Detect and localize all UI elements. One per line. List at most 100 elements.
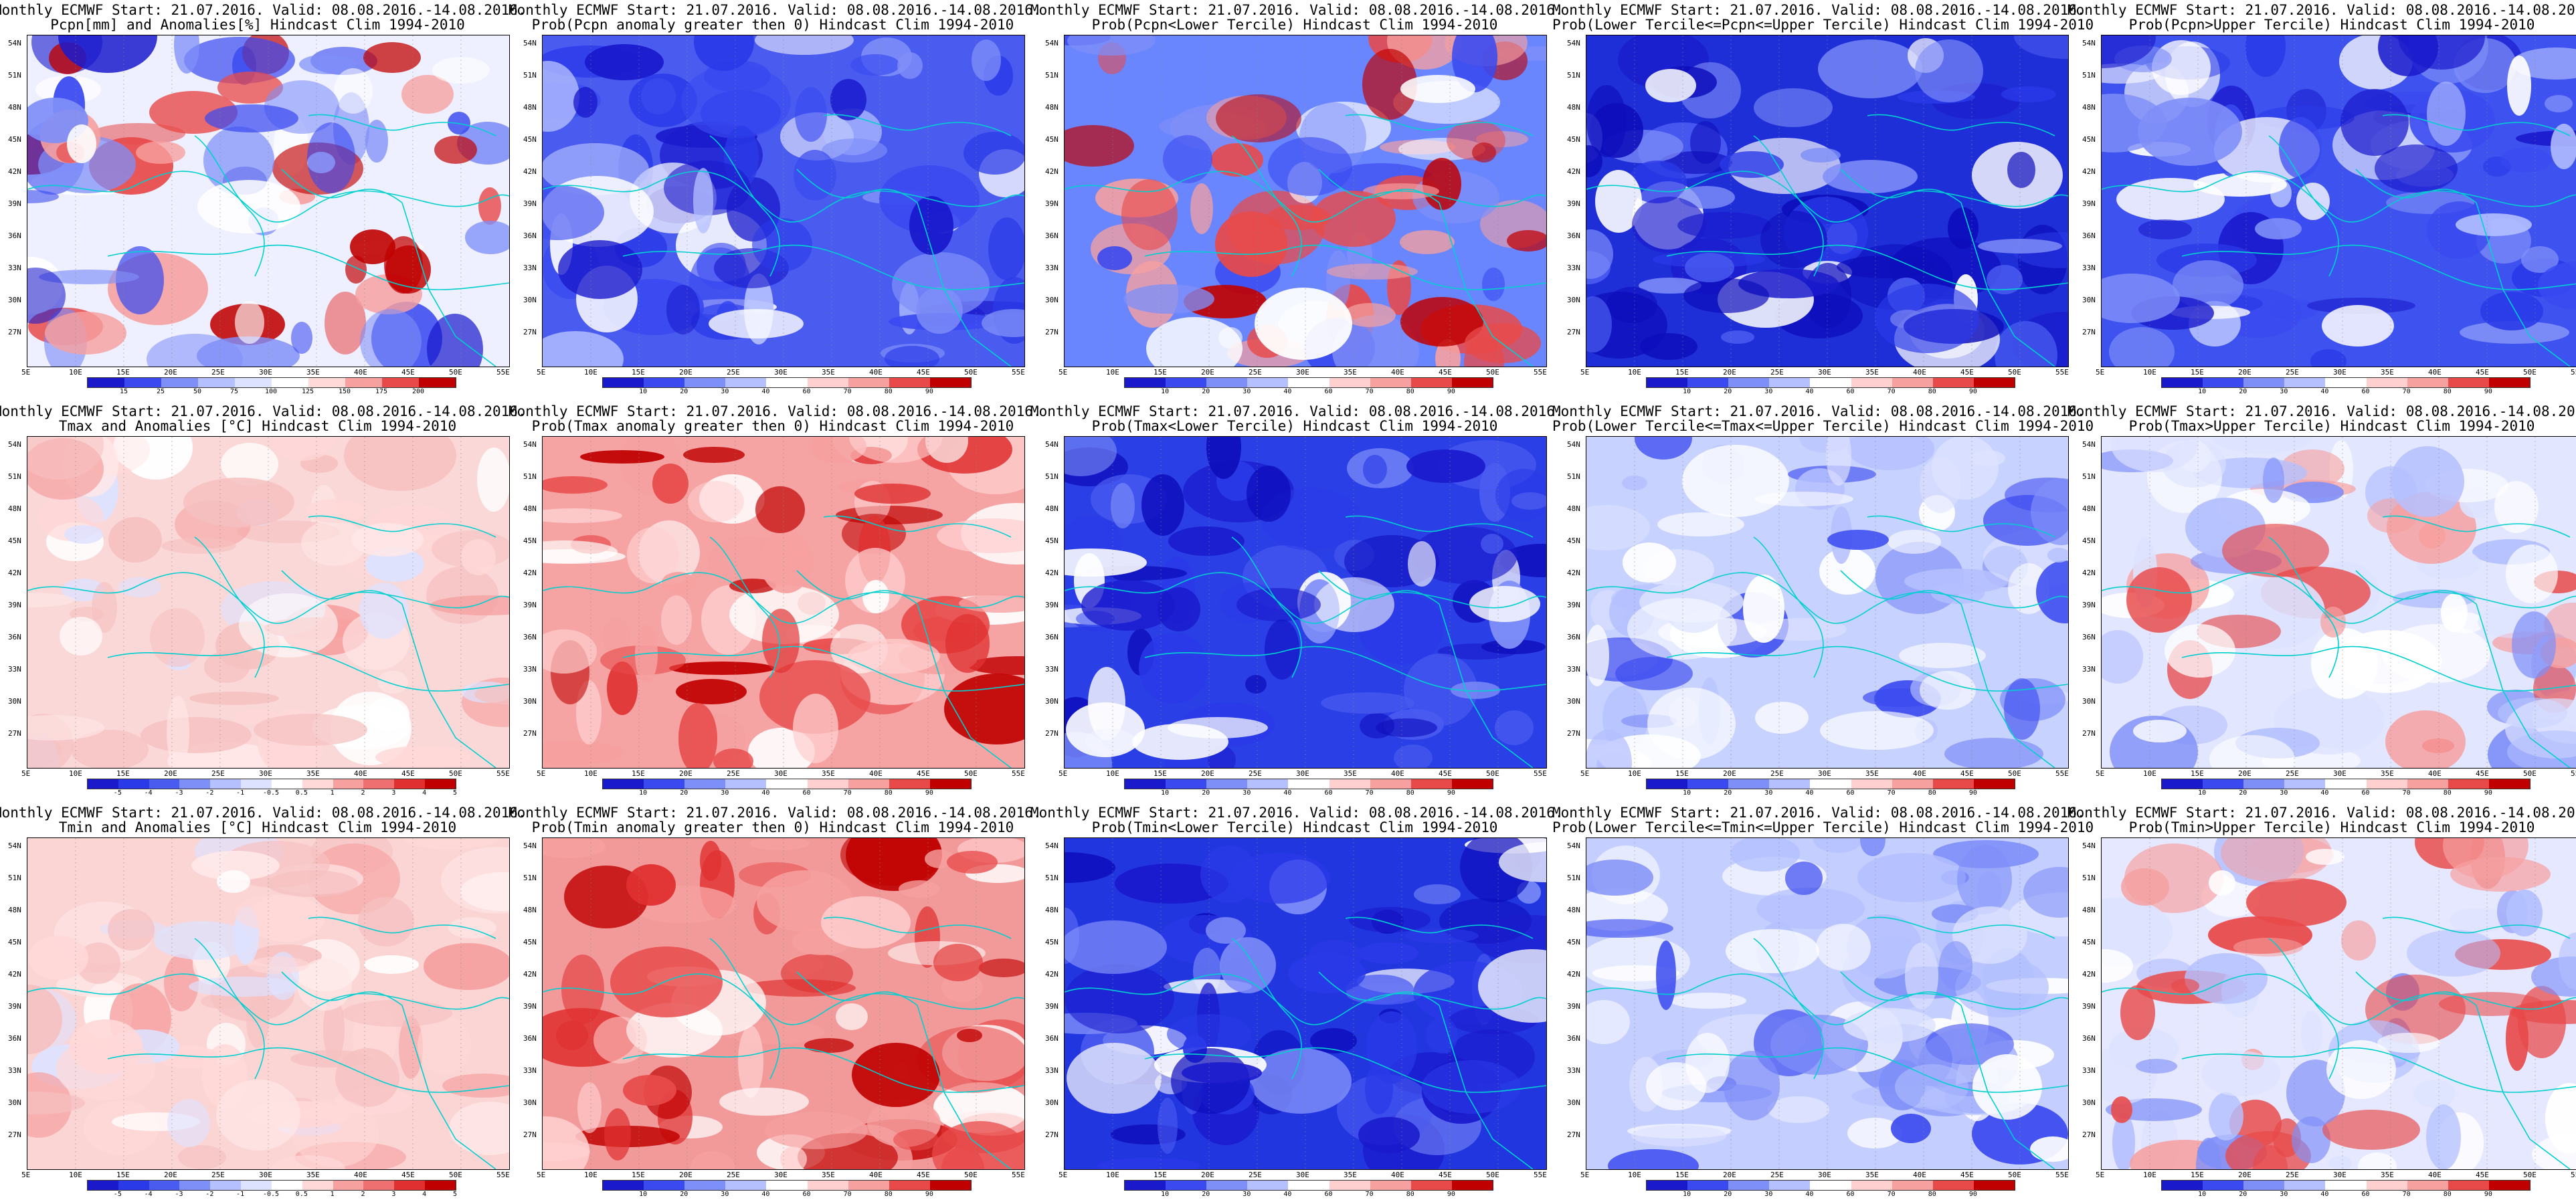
- field-blob: [1321, 692, 1414, 714]
- map-panel-tmax-anom: Monthly ECMWF Start: 21.07.2016. Valid: …: [0, 401, 527, 797]
- map-field: [2101, 436, 2576, 769]
- field-blob: [2414, 1080, 2456, 1108]
- lat-label: 48N: [2082, 906, 2096, 914]
- colorbar-swatch: [1728, 1181, 1770, 1190]
- field-blob: [2375, 144, 2458, 193]
- field-blob: [1451, 682, 1500, 699]
- panel-title-line1: Monthly ECMWF Start: 21.07.2016. Valid: …: [1030, 403, 1564, 419]
- field-blob: [1236, 588, 1321, 621]
- field-blob: [2341, 920, 2376, 961]
- colorbar-tick-label: 10: [2198, 789, 2207, 797]
- coastline: [1231, 938, 1302, 1080]
- lon-label: 35E: [2381, 368, 2394, 377]
- field-blob: [377, 671, 408, 694]
- colorbar-swatch: [1932, 779, 1974, 789]
- coastline: [543, 973, 1024, 1025]
- lon-label: 5E: [1059, 1171, 1068, 1179]
- coastline: [308, 916, 496, 939]
- colorbar-tick-label: 70: [1887, 789, 1896, 797]
- colorbar-tick-label: 3: [391, 1191, 396, 1198]
- field-blob: [27, 593, 75, 607]
- lat-label: 27N: [523, 1130, 537, 1139]
- field-blob: [1685, 1033, 1730, 1093]
- field-blob: [2221, 838, 2332, 882]
- lat-label: 33N: [2082, 1066, 2096, 1075]
- colorbar-swatch: [1973, 779, 2015, 789]
- panel-title: Monthly ECMWF Start: 21.07.2016. Valid: …: [1552, 404, 2094, 433]
- lat-label: 36N: [8, 633, 21, 641]
- field-blob: [1067, 1043, 1162, 1114]
- colorbar-swatch: [161, 378, 198, 387]
- lat-label: 42N: [1567, 167, 1580, 176]
- colorbar: [602, 1180, 972, 1191]
- lat-label: 48N: [1045, 906, 1059, 914]
- panel-title-line1: Monthly ECMWF Start: 21.07.2016. Valid: …: [2067, 403, 2576, 419]
- field-blob: [1978, 239, 2062, 254]
- field-blob: [2500, 147, 2551, 173]
- field-blob: [752, 218, 812, 272]
- colorbar-tick-label: -1: [236, 1191, 245, 1198]
- lat-label: 51N: [2082, 874, 2096, 882]
- lat-label: 30N: [523, 296, 537, 304]
- field-blob: [1507, 230, 1546, 252]
- field-blob: [248, 957, 309, 974]
- colorbar-swatch: [2407, 1181, 2448, 1190]
- colorbar-swatch: [1370, 378, 1411, 387]
- lon-label: 25E: [1249, 1171, 1262, 1179]
- colorbar-tick-label: 70: [1887, 1191, 1896, 1198]
- field-blob: [60, 617, 102, 656]
- colorbar-tick-label: 60: [2361, 1191, 2370, 1198]
- lon-label: 20E: [2238, 368, 2251, 377]
- map-field: [1064, 436, 1547, 769]
- field-blob: [1362, 49, 1417, 120]
- lon-label: 10E: [584, 1171, 597, 1179]
- colorbar-tick-label: -4: [144, 789, 153, 797]
- coastline: [1439, 603, 1534, 768]
- field-blob: [585, 44, 664, 80]
- lon-label: 40E: [354, 769, 367, 778]
- field-blob: [1400, 297, 1483, 346]
- field-blob: [683, 447, 745, 463]
- field-blob: [269, 437, 336, 461]
- colorbar-swatch: [2366, 378, 2407, 387]
- panel-title-line2: Prob(Pcpn<Lower Tercile) Hindcast Clim 1…: [1091, 17, 1498, 33]
- field-blob: [1265, 619, 1299, 680]
- colorbar-labels: 10 20 30 40 60 70 80 90: [602, 1191, 970, 1199]
- colorbar-labels: 10 20 30 40 60 70 80 90: [1646, 388, 2014, 396]
- field-blob: [92, 582, 117, 633]
- map-field: [1064, 35, 1547, 367]
- colorbar-tick-label: 90: [2484, 789, 2492, 797]
- lon-label: 30E: [259, 769, 272, 778]
- colorbar-swatch: [2366, 779, 2407, 789]
- lat-label: 54N: [8, 39, 21, 47]
- colorbar-swatch: [1329, 779, 1370, 789]
- colorbar-swatch: [1728, 779, 1770, 789]
- field-blob: [627, 527, 679, 583]
- field-blob: [780, 1146, 807, 1169]
- lon-label: 10E: [1628, 1171, 1641, 1179]
- lon-label: 30E: [774, 368, 788, 377]
- field-blob: [358, 897, 414, 946]
- panel-title-line1: Monthly ECMWF Start: 21.07.2016. Valid: …: [1030, 805, 1564, 821]
- lon-label: 20E: [1723, 1171, 1736, 1179]
- lon-label: 45E: [917, 1171, 930, 1179]
- coastline: [1960, 1005, 2055, 1169]
- field-blob: [178, 1145, 226, 1169]
- field-blob: [793, 694, 838, 763]
- colorbar-tick-label: 40: [1805, 1191, 1814, 1198]
- colorbar-tick-label: 2: [361, 1191, 365, 1198]
- lat-label: 39N: [8, 1002, 21, 1011]
- field-blob: [2292, 1116, 2330, 1163]
- colorbar-swatch: [889, 779, 930, 789]
- lat-label: 39N: [1045, 1002, 1059, 1011]
- colorbar-labels: 15 25 50 75 100 125 150 175 200: [87, 388, 455, 396]
- lat-label: 36N: [2082, 633, 2096, 641]
- field-blob: [1615, 657, 1693, 690]
- field-blob: [892, 252, 990, 318]
- field-blob: [709, 309, 804, 338]
- lat-label: 45N: [1567, 135, 1580, 144]
- field-blob: [1465, 323, 1541, 363]
- field-blob: [1478, 949, 1546, 1023]
- colorbar-tick-label: 90: [1968, 789, 1977, 797]
- lon-label: 20E: [1201, 368, 1214, 377]
